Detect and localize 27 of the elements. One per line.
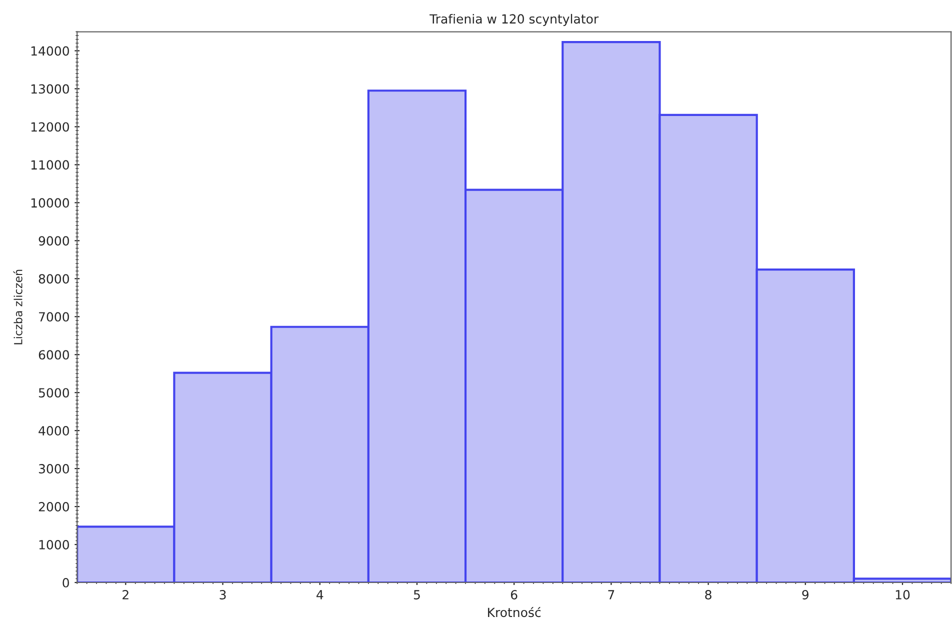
x-tick-label: 2 bbox=[122, 590, 128, 600]
x-tick-label: 10 bbox=[896, 590, 910, 600]
y-tick-label: 13000 bbox=[31, 84, 69, 94]
y-tick-label: 7000 bbox=[39, 312, 69, 322]
x-tick-label: 4 bbox=[316, 590, 324, 600]
y-axis-title: Liczba zliczeń bbox=[13, 270, 22, 344]
y-tick-label: 3000 bbox=[38, 464, 69, 474]
y-tick-label: 4000 bbox=[38, 426, 69, 436]
chart-title: Trafienia w 120 scyntylator bbox=[430, 14, 599, 26]
y-tick-label: 5000 bbox=[38, 388, 69, 398]
x-tick-label: 5 bbox=[414, 590, 420, 600]
y-tick-label: 8000 bbox=[38, 274, 69, 284]
y-tick-label: 0 bbox=[62, 578, 69, 588]
y-tick-label: 2000 bbox=[38, 502, 69, 512]
x-tick-label: 9 bbox=[802, 590, 808, 600]
x-tick-label: 3 bbox=[220, 590, 226, 600]
y-tick-label: 12000 bbox=[31, 122, 69, 132]
x-tick-label: 8 bbox=[705, 590, 712, 600]
x-tick-label: 7 bbox=[608, 590, 614, 600]
y-tick-label: 9000 bbox=[38, 236, 69, 246]
y-tick-label: 14000 bbox=[31, 46, 69, 56]
x-tick-label: 6 bbox=[510, 590, 518, 600]
y-tick-label: 1000 bbox=[39, 540, 69, 550]
y-tick-label: 6000 bbox=[38, 350, 69, 360]
x-axis-title: Krotność bbox=[488, 606, 541, 618]
y-tick-label: 10000 bbox=[31, 198, 69, 208]
y-tick-label: 11000 bbox=[31, 160, 69, 170]
